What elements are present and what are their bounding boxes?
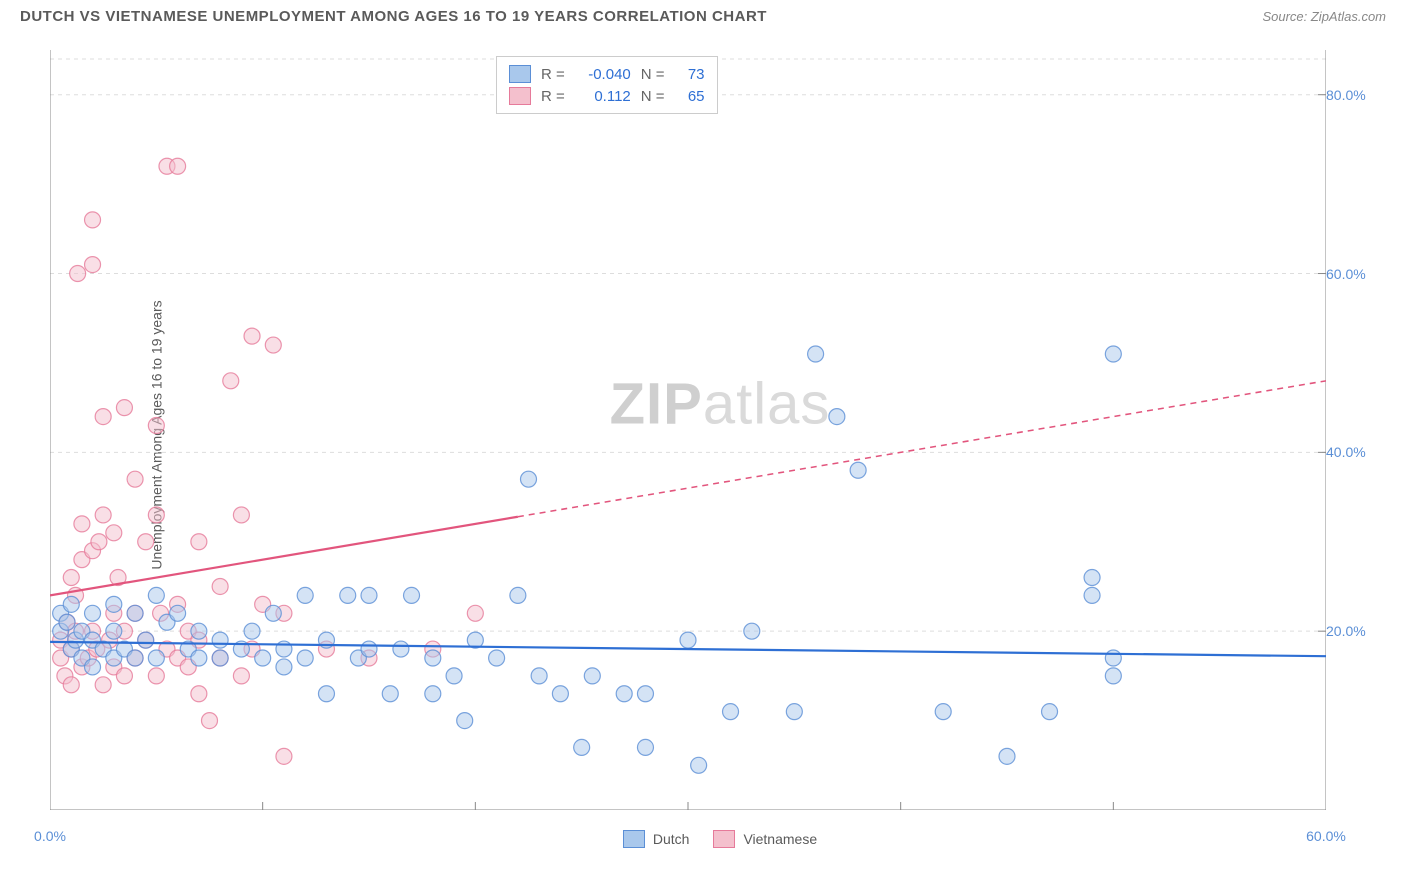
legend-label-vietnamese: Vietnamese [743, 831, 817, 847]
chart-area: Unemployment Among Ages 16 to 19 years Z… [50, 50, 1390, 820]
swatch-dutch [509, 65, 531, 83]
n-value-vietnamese: 65 [675, 88, 705, 105]
n-value-dutch: 73 [675, 66, 705, 83]
y-tick-label: 80.0% [1326, 87, 1366, 103]
y-tick-label: 60.0% [1326, 266, 1366, 282]
y-tick-label: 40.0% [1326, 444, 1366, 460]
source-attribution: Source: ZipAtlas.com [1262, 9, 1386, 24]
bottom-legend: Dutch Vietnamese [50, 830, 1390, 848]
r-value-dutch: -0.040 [575, 66, 631, 83]
r-value-vietnamese: 0.112 [575, 88, 631, 105]
header: DUTCH VS VIETNAMESE UNEMPLOYMENT AMONG A… [0, 0, 1406, 29]
legend-item-vietnamese: Vietnamese [713, 830, 817, 848]
stats-row-dutch: R = -0.040 N = 73 [509, 63, 705, 85]
scatter-plot [50, 50, 1326, 810]
y-tick-label: 20.0% [1326, 623, 1366, 639]
legend-item-dutch: Dutch [623, 830, 690, 848]
stats-row-vietnamese: R = 0.112 N = 65 [509, 85, 705, 107]
legend-swatch-vietnamese [713, 830, 735, 848]
stats-legend-box: R = -0.040 N = 73 R = 0.112 N = 65 [496, 56, 718, 114]
legend-swatch-dutch [623, 830, 645, 848]
x-tick-label: 60.0% [1306, 828, 1346, 844]
legend-label-dutch: Dutch [653, 831, 690, 847]
swatch-vietnamese [509, 87, 531, 105]
x-tick-label: 0.0% [34, 828, 66, 844]
chart-title: DUTCH VS VIETNAMESE UNEMPLOYMENT AMONG A… [20, 8, 767, 25]
